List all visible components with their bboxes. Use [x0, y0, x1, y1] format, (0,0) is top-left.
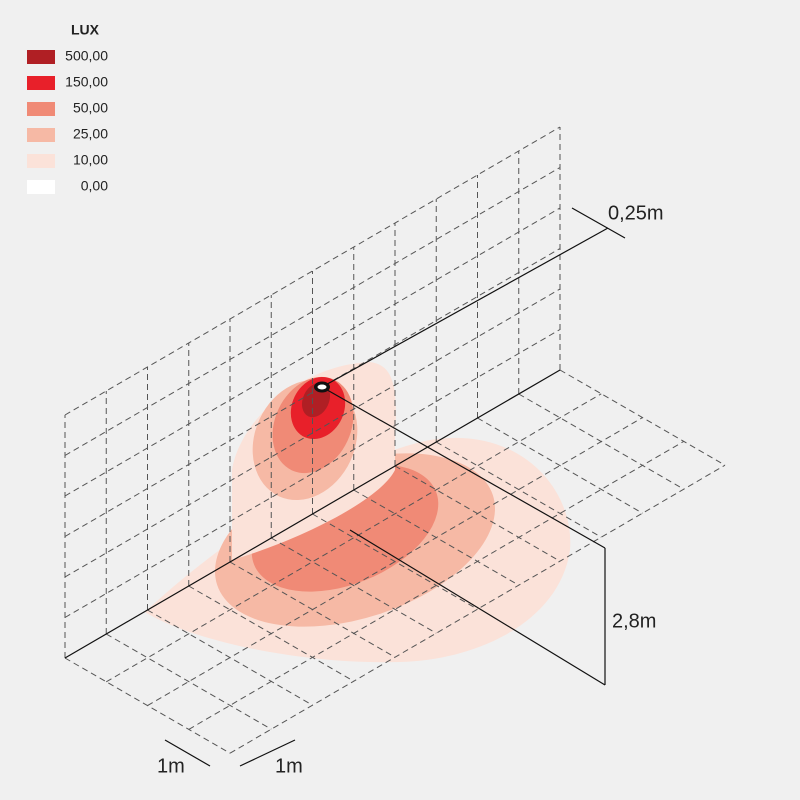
grid-label: 1m: [157, 755, 185, 777]
floor-grid-line: [271, 537, 437, 634]
wall-floor-edge: [64, 369, 561, 659]
grid: [64, 126, 726, 754]
legend-label: 0,00: [81, 178, 108, 194]
wall-grid-line: [64, 288, 561, 578]
height-label: 2,8m: [612, 610, 656, 632]
wall-grid-line: [64, 329, 561, 618]
legend-label: 25,00: [73, 126, 108, 142]
legend-label: 500,00: [65, 48, 108, 64]
floor-grid-line: [312, 513, 478, 610]
floor-grid-line: [105, 393, 602, 683]
dimension-lines: [164, 207, 626, 767]
grid-dimension: [164, 739, 211, 767]
legend-label: 150,00: [65, 74, 108, 90]
floor-grid-line: [106, 633, 272, 730]
legend-label: 50,00: [73, 100, 108, 116]
legend-swatch: [27, 128, 55, 142]
legend-swatch: [27, 102, 55, 116]
floor-grid-line: [436, 441, 602, 538]
offset-tick: [571, 207, 626, 239]
offset-label: 0,25m: [608, 202, 664, 224]
legend-swatch: [27, 154, 55, 168]
legend-swatch: [27, 180, 55, 194]
wall-grid-line: [64, 207, 561, 497]
floor-grid-line: [147, 417, 643, 707]
fixture-lens: [317, 384, 327, 390]
floor-grid-line: [188, 440, 685, 730]
grid-label: 1m: [275, 755, 303, 777]
legend-swatch: [27, 50, 55, 64]
ceiling-line: [321, 386, 606, 549]
legend: 500,00 150,00 50,00 25,00 10,00 0,00: [27, 48, 108, 194]
legend-label: 10,00: [73, 152, 108, 168]
wall-grid-line: [64, 167, 561, 456]
wall-grid-line: [64, 126, 561, 416]
wall-grid-line: [64, 248, 561, 537]
legend-swatch: [27, 76, 55, 90]
floor-line: [349, 529, 606, 686]
grid-dimension: [239, 739, 296, 767]
floor-grid-line: [477, 417, 643, 514]
floor-grid-line: [229, 464, 726, 754]
offset-line: [321, 227, 609, 388]
legend-title: LUX: [71, 22, 100, 38]
